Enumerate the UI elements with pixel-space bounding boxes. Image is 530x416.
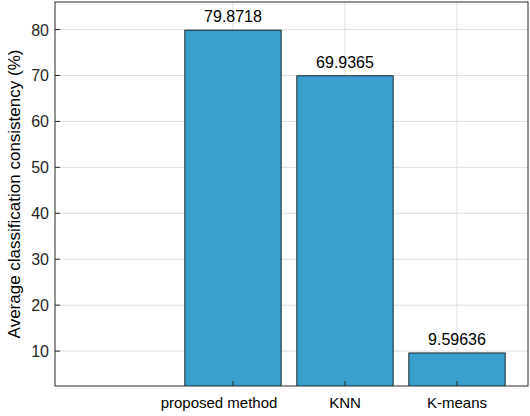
x-tick [345,381,346,386]
y-tick-label: 80 [31,22,49,39]
plot-background [55,2,528,386]
data-label: 9.59636 [428,331,486,348]
chart-container: 10 20 30 40 50 60 70 80 proposed method KNN K-mean… [0,0,530,416]
y-tick-label: 70 [31,67,49,84]
y-tick [55,75,60,76]
y-tick [55,351,60,352]
x-tick-label: K-means [427,394,487,411]
y-tick-label: 30 [31,251,49,268]
grid-line-x [457,2,458,386]
bar [297,76,393,386]
axes-frame [55,2,528,386]
y-tick [55,29,60,30]
y-tick [55,167,60,168]
bar [185,30,281,386]
y-tick [55,213,60,214]
y-tick-label: 20 [31,297,49,314]
x-tick [233,381,234,386]
y-axis-label: Average classification consistency (%) [5,50,24,339]
bars [185,30,505,386]
y-tick-label: 10 [31,343,49,360]
x-tick [457,381,458,386]
y-tick-label: 60 [31,113,49,130]
x-tick-label: KNN [329,394,361,411]
bar [409,353,505,386]
data-label: 79.8718 [204,8,262,25]
x-tick-label: proposed method [161,394,278,411]
y-tick [55,305,60,306]
y-tick-label: 50 [31,159,49,176]
data-label: 69.9365 [316,54,374,71]
y-tick-label: 40 [31,205,49,222]
y-tick [55,259,60,260]
y-tick [55,121,60,122]
chart-svg: 10 20 30 40 50 60 70 80 proposed method KNN K-mean… [0,0,530,416]
